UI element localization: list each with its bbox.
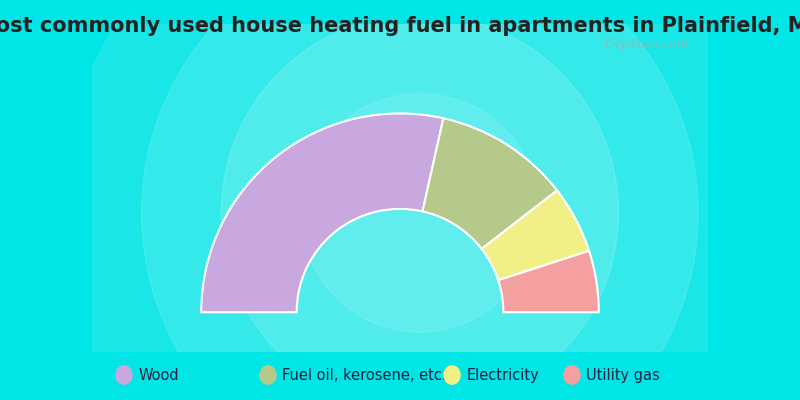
- Text: Electricity: Electricity: [466, 368, 539, 382]
- Circle shape: [301, 94, 539, 332]
- Circle shape: [142, 0, 698, 400]
- Text: Most commonly used house heating fuel in apartments in Plainfield, MA: Most commonly used house heating fuel in…: [0, 16, 800, 36]
- Wedge shape: [422, 118, 557, 249]
- Ellipse shape: [115, 365, 133, 385]
- Text: Utility gas: Utility gas: [586, 368, 660, 382]
- Wedge shape: [482, 190, 589, 280]
- Text: Wood: Wood: [138, 368, 179, 382]
- Text: Fuel oil, kerosene, etc.: Fuel oil, kerosene, etc.: [282, 368, 447, 382]
- Ellipse shape: [259, 365, 277, 385]
- Ellipse shape: [443, 365, 461, 385]
- Circle shape: [221, 14, 618, 400]
- Wedge shape: [498, 251, 598, 312]
- Ellipse shape: [563, 365, 581, 385]
- Text: City-Data.com: City-Data.com: [604, 38, 688, 51]
- Wedge shape: [202, 114, 443, 312]
- Circle shape: [62, 0, 778, 400]
